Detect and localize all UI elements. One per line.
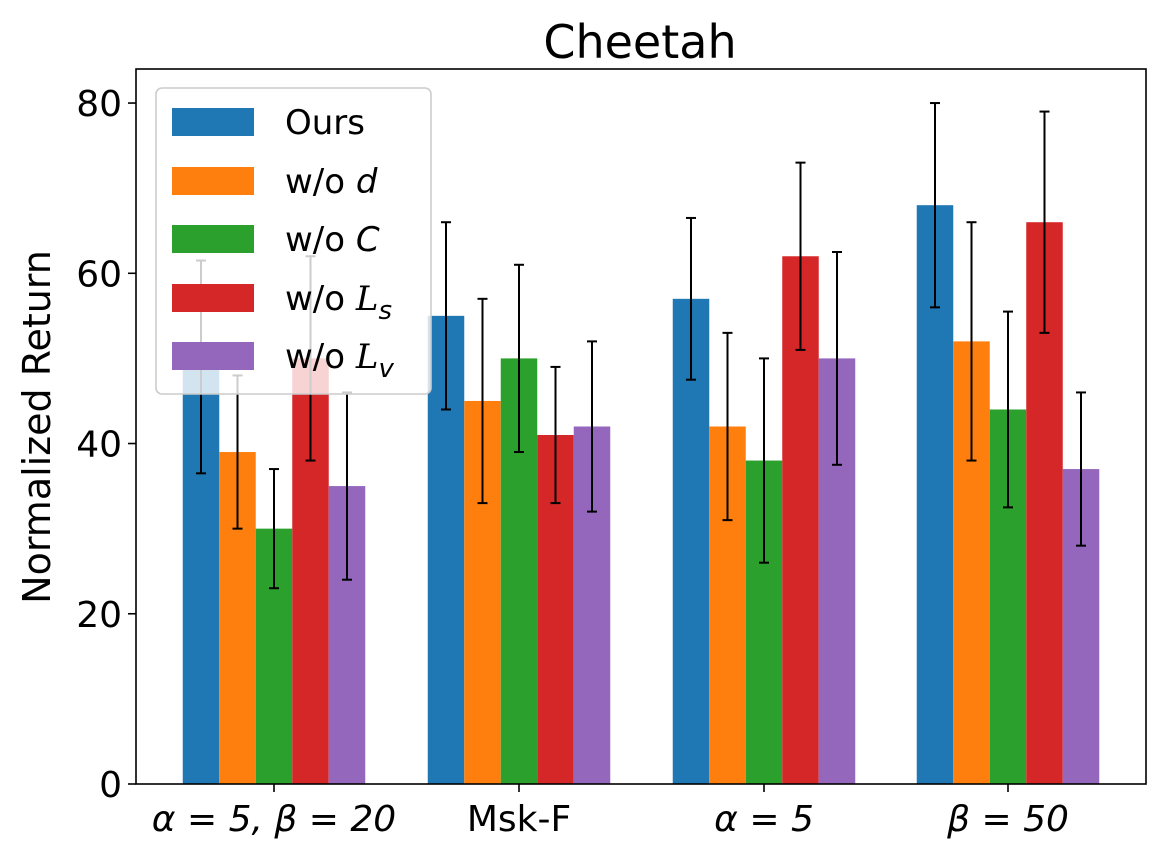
chart-title: Cheetah xyxy=(543,15,736,69)
error-bar-2-2 xyxy=(477,297,488,505)
x-tick-label-2: Msk-F xyxy=(467,799,571,840)
legend-item-2: w/o d xyxy=(172,162,378,202)
legend-swatch xyxy=(172,284,254,312)
legend-item-5: w/o Lv xyxy=(172,337,394,384)
error-bar-1-3 xyxy=(686,216,696,381)
error-bar-1-2 xyxy=(441,221,451,411)
error-bar-5-2 xyxy=(587,340,597,513)
y-tick-label-40: 40 xyxy=(76,425,122,466)
legend-swatch xyxy=(172,108,254,136)
error-bar-3-3 xyxy=(759,357,769,564)
legend-label: w/o Lv xyxy=(285,337,394,384)
x-tick-label-3: α = 5 xyxy=(714,799,814,840)
legend-swatch xyxy=(172,225,254,253)
error-bar-3-2 xyxy=(514,263,524,454)
error-bar-2-4 xyxy=(966,221,977,462)
legend-item-1: Ours xyxy=(172,103,365,143)
legend-item-3: w/o C xyxy=(172,220,380,260)
error-bar-4-2 xyxy=(550,365,561,505)
legend: Ours w/o d w/o C w/o Ls w/o Lv xyxy=(155,87,432,395)
x-axis: α = 5, β = 20 Msk-F α = 5 β = 50 xyxy=(152,784,1069,840)
legend-swatch xyxy=(172,167,254,195)
error-bar-3-4 xyxy=(1003,310,1013,509)
error-bar-2-3 xyxy=(722,331,733,522)
bars-layer xyxy=(182,205,1100,784)
y-axis: 0 20 40 60 80 xyxy=(76,84,136,806)
y-tick-label-80: 80 xyxy=(76,84,122,125)
legend-label: w/o d xyxy=(285,162,378,202)
legend-box xyxy=(155,87,432,395)
legend-label: Ours xyxy=(285,103,365,143)
plot-frame xyxy=(135,68,1147,785)
x-tick-label-4: β = 50 xyxy=(946,799,1069,840)
error-bar-4-3 xyxy=(795,161,806,351)
error-bar-5-3 xyxy=(832,251,842,466)
y-tick-label-60: 60 xyxy=(76,254,122,295)
y-axis-label: Normalized Return xyxy=(15,250,59,604)
legend-swatch xyxy=(172,342,254,370)
legend-label: w/o Ls xyxy=(285,279,392,326)
error-bar-4-4 xyxy=(1039,110,1050,334)
y-tick-label-0: 0 xyxy=(99,765,122,806)
x-tick-label-1: α = 5, β = 20 xyxy=(152,799,396,840)
error-bar-1-4 xyxy=(930,102,940,309)
error-bar-3-1 xyxy=(269,468,279,590)
error-bar-5-4 xyxy=(1076,391,1086,547)
y-tick-label-20: 20 xyxy=(76,595,122,636)
legend-label: w/o C xyxy=(285,220,380,260)
legend-item-4: w/o Ls xyxy=(172,279,392,326)
